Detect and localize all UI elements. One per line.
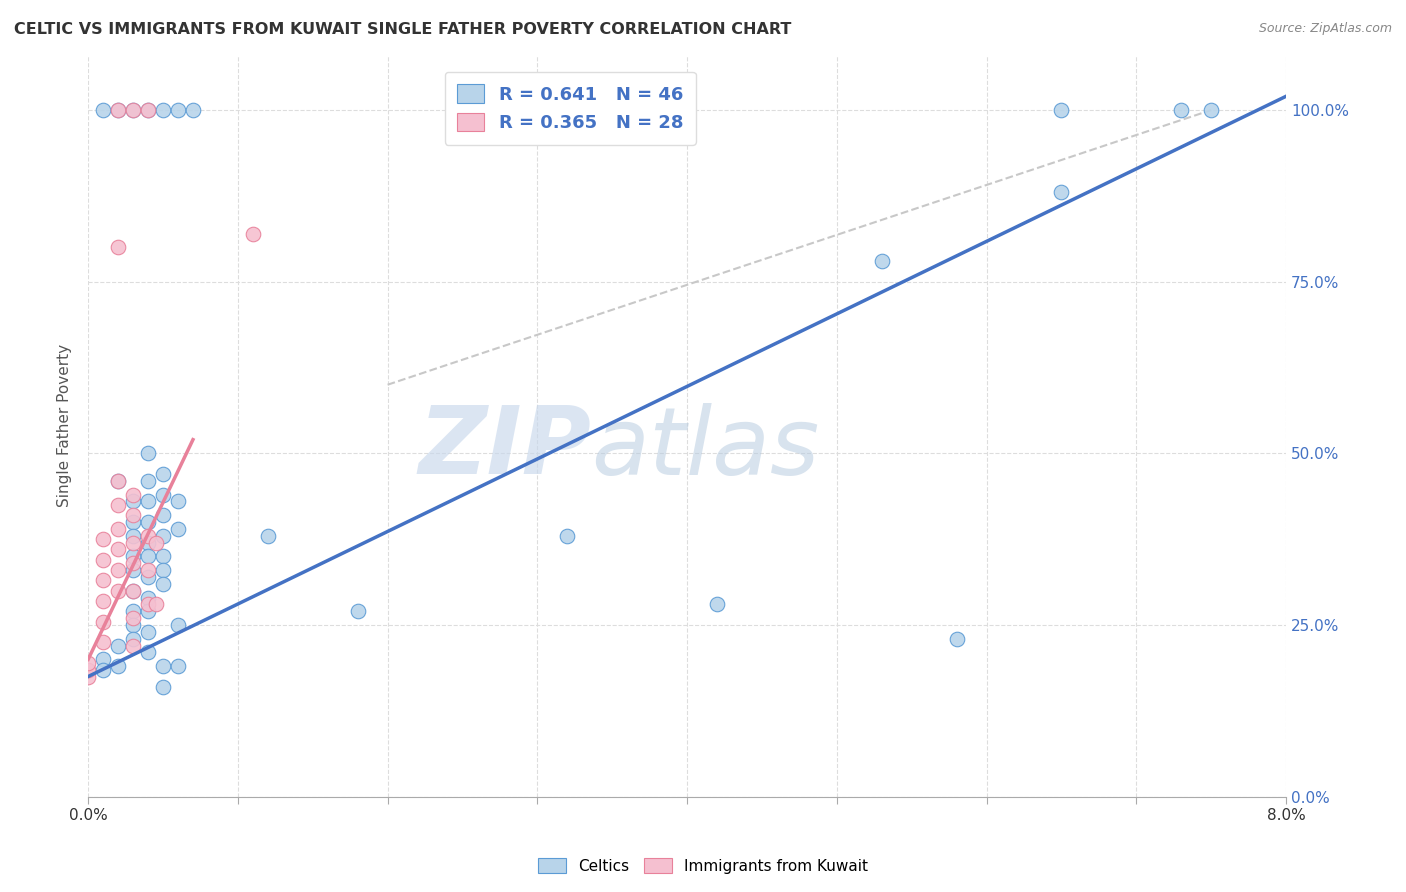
Point [152, 529, 174, 543]
Point [107, 522, 129, 536]
Point [122, 618, 145, 632]
Point [122, 611, 145, 625]
Point [167, 494, 190, 508]
Point [136, 563, 159, 577]
Point [136, 103, 159, 117]
Text: atlas: atlas [592, 402, 820, 493]
Point [136, 604, 159, 618]
Point [122, 508, 145, 523]
Point [242, 227, 264, 241]
Point [122, 583, 145, 598]
Point [122, 515, 145, 529]
Point [122, 563, 145, 577]
Point [167, 659, 190, 673]
Point [706, 598, 728, 612]
Text: Source: ZipAtlas.com: Source: ZipAtlas.com [1258, 22, 1392, 36]
Point [136, 535, 159, 549]
Point [136, 591, 159, 605]
Point [91, 635, 114, 649]
Legend: R = 0.641   N = 46, R = 0.365   N = 28: R = 0.641 N = 46, R = 0.365 N = 28 [444, 71, 696, 145]
Point [122, 583, 145, 598]
Point [107, 563, 129, 577]
Point [77, 663, 100, 677]
Point [122, 487, 145, 501]
Point [122, 103, 145, 117]
Point [136, 494, 159, 508]
Point [346, 604, 368, 618]
Point [107, 583, 129, 598]
Point [145, 535, 167, 549]
Point [1199, 103, 1222, 117]
Point [107, 498, 129, 512]
Point [107, 103, 129, 117]
Point [152, 508, 174, 523]
Point [1050, 103, 1073, 117]
Point [136, 515, 159, 529]
Point [945, 632, 967, 646]
Point [107, 474, 129, 488]
Point [555, 529, 578, 543]
Point [107, 659, 129, 673]
Point [107, 639, 129, 653]
Point [136, 645, 159, 659]
Point [152, 680, 174, 694]
Text: CELTIC VS IMMIGRANTS FROM KUWAIT SINGLE FATHER POVERTY CORRELATION CHART: CELTIC VS IMMIGRANTS FROM KUWAIT SINGLE … [14, 22, 792, 37]
Point [136, 446, 159, 460]
Point [1050, 186, 1073, 200]
Point [136, 570, 159, 584]
Point [77, 669, 100, 683]
Point [136, 529, 159, 543]
Legend: Celtics, Immigrants from Kuwait: Celtics, Immigrants from Kuwait [531, 852, 875, 880]
Point [136, 549, 159, 564]
Point [122, 549, 145, 564]
Point [91, 553, 114, 567]
Point [107, 103, 129, 117]
Point [91, 615, 114, 629]
Point [91, 103, 114, 117]
Point [256, 529, 278, 543]
Point [152, 103, 174, 117]
Point [122, 535, 145, 549]
Point [107, 474, 129, 488]
Text: ZIP: ZIP [419, 402, 592, 494]
Point [152, 659, 174, 673]
Point [77, 656, 100, 670]
Point [152, 487, 174, 501]
Point [136, 598, 159, 612]
Point [91, 594, 114, 608]
Point [122, 604, 145, 618]
Point [167, 618, 190, 632]
Point [107, 240, 129, 254]
Point [167, 522, 190, 536]
Point [152, 563, 174, 577]
Point [122, 529, 145, 543]
Point [122, 632, 145, 646]
Point [136, 474, 159, 488]
Point [122, 639, 145, 653]
Point [136, 624, 159, 639]
Point [181, 103, 204, 117]
Point [136, 103, 159, 117]
Point [91, 574, 114, 588]
Point [152, 467, 174, 481]
Point [91, 652, 114, 666]
Point [145, 598, 167, 612]
Point [91, 532, 114, 546]
Y-axis label: Single Father Poverty: Single Father Poverty [58, 344, 72, 508]
Point [122, 556, 145, 570]
Point [152, 549, 174, 564]
Point [167, 103, 190, 117]
Point [107, 542, 129, 557]
Point [870, 254, 893, 268]
Point [122, 103, 145, 117]
Point [152, 577, 174, 591]
Point [122, 494, 145, 508]
Point [91, 663, 114, 677]
Point [1170, 103, 1192, 117]
